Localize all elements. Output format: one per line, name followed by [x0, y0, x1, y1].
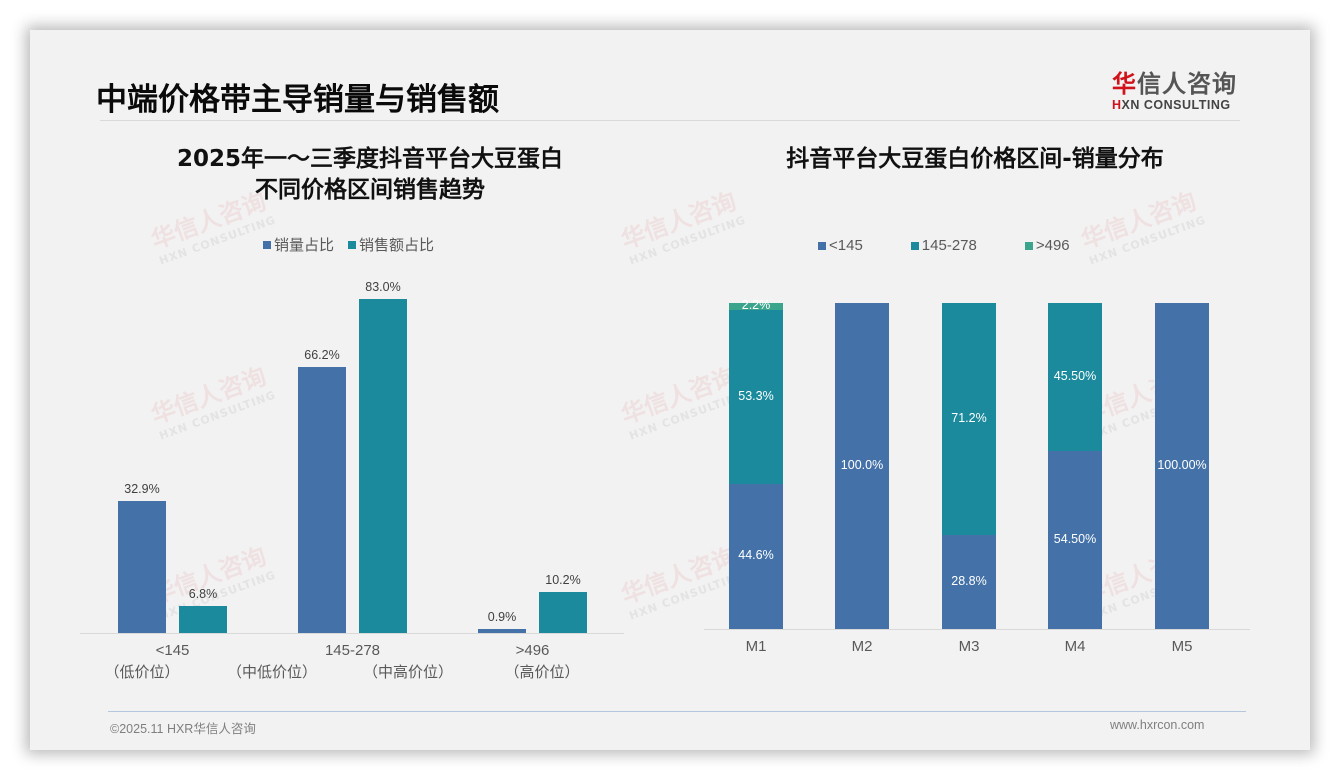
category-sublabel: （高价位）: [504, 664, 580, 681]
right-chart-legend: <145 145-278 >496: [818, 237, 1118, 254]
logo-en-accent: H: [1112, 98, 1122, 112]
category-label: M5: [1171, 638, 1193, 655]
bar-segment: [1048, 303, 1102, 452]
legend-swatch: [1024, 241, 1033, 250]
slide: 中端价格带主导销量与销售额 华信人咨询 HXN CONSULTING 华信人咨询…: [30, 30, 1310, 750]
watermark-cn: 华信人咨询: [147, 362, 270, 430]
logo-en: HXN CONSULTING: [1112, 98, 1252, 112]
category-label: M3: [958, 638, 980, 655]
legend-label: 145-278: [921, 237, 977, 254]
title-divider: [100, 120, 1240, 121]
legend-item: 销售额占比: [348, 234, 434, 255]
category-sublabel: （中高价位）: [362, 664, 453, 681]
bar-segment: [1048, 451, 1102, 629]
bar: [298, 366, 346, 633]
segment-value-label: 53.3%: [738, 388, 774, 403]
legend-item: >496: [1024, 237, 1070, 254]
bar-value-label: 32.9%: [124, 481, 160, 496]
left-chart-title-line-1: 2025年一～三季度抖音平台大豆蛋白: [176, 146, 563, 172]
watermark-cn: 华信人咨询: [617, 542, 740, 610]
watermark: 华信人咨询 HXN CONSULTING: [146, 355, 278, 443]
bar-value-label: 10.2%: [545, 572, 581, 587]
bar-segment: [729, 483, 783, 629]
company-logo: 华信人咨询 HXN CONSULTING: [1112, 64, 1252, 112]
left-chart-x-axis: [80, 633, 624, 634]
logo-cn-accent: 华: [1112, 70, 1137, 98]
category-label: M1: [745, 638, 767, 655]
bar-segment: [1155, 303, 1209, 629]
left-chart-title-line-2: 不同价格区间销售趋势: [255, 177, 485, 203]
bar-segment: [942, 303, 996, 536]
logo-cn-text: 信人咨询: [1137, 70, 1237, 98]
legend-label: 销量占比: [274, 237, 335, 254]
watermark-en: HXN CONSULTING: [157, 388, 278, 443]
segment-value-label: 100.0%: [840, 458, 884, 472]
footer-copyright: ©2025.11 HXR华信人咨询: [110, 722, 256, 736]
legend-label: 销售额占比: [359, 237, 435, 254]
category-label: M2: [851, 638, 873, 655]
segment-value-label: 100.00%: [1157, 458, 1207, 472]
segment-value-label: 71.2%: [951, 411, 987, 426]
watermark-en: HXN CONSULTING: [627, 213, 748, 268]
left-chart-title: 2025年一～三季度抖音平台大豆蛋白 不同价格区间销售趋势: [100, 144, 640, 206]
bar-segment: [942, 535, 996, 629]
logo-en-text: XN CONSULTING: [1121, 98, 1231, 112]
logo-cn: 华信人咨询: [1112, 64, 1252, 99]
segment-value-label: 2.2%: [741, 298, 771, 313]
footer-website: www.hxrcon.com: [1110, 718, 1205, 732]
legend-item: 销量占比: [263, 234, 334, 255]
bar: [118, 500, 166, 633]
right-chart-x-axis: [704, 629, 1250, 630]
legend-swatch: [910, 241, 919, 250]
segment-value-label: 45.50%: [1053, 369, 1097, 384]
legend-item: <145: [818, 237, 863, 254]
bar-value-label: 66.2%: [304, 347, 340, 362]
legend-label: >496: [1035, 237, 1070, 254]
footer-divider: [108, 711, 1246, 712]
bar: [478, 629, 526, 633]
bar: [179, 605, 227, 633]
watermark: 华信人咨询 HXN CONSULTING: [1076, 180, 1208, 268]
segment-value-label: 54.50%: [1053, 532, 1097, 547]
category-label: M4: [1064, 638, 1086, 655]
category-sublabel: （低价位）: [104, 664, 180, 681]
legend-swatch: [348, 240, 357, 249]
bar-value-label: 6.8%: [188, 586, 218, 601]
segment-value-label: 28.8%: [951, 574, 987, 589]
bar-value-label: 83.0%: [365, 280, 401, 294]
category-label: 145-278: [324, 642, 381, 659]
slide-title: 中端价格带主导销量与销售额: [96, 82, 499, 118]
watermark-en: HXN CONSULTING: [157, 213, 278, 268]
bar-segment: [835, 303, 889, 629]
bar: [359, 299, 407, 633]
right-chart-title: 抖音平台大豆蛋白价格区间-销量分布: [786, 146, 1164, 172]
category-label: <145: [155, 642, 190, 659]
bar-value-label: 0.9%: [487, 610, 517, 625]
bar-segment: [729, 309, 783, 484]
legend-label: <145: [829, 237, 863, 254]
left-chart-legend: 销量占比 销售额占比: [263, 234, 448, 255]
segment-value-label: 44.6%: [738, 548, 774, 563]
legend-swatch: [818, 241, 826, 250]
bar: [539, 591, 587, 633]
category-label: >496: [515, 642, 550, 659]
category-sublabel: （中低价位）: [226, 664, 317, 681]
legend-item: 145-278: [910, 237, 977, 254]
bar-segment: [729, 302, 783, 310]
legend-swatch: [263, 240, 271, 249]
